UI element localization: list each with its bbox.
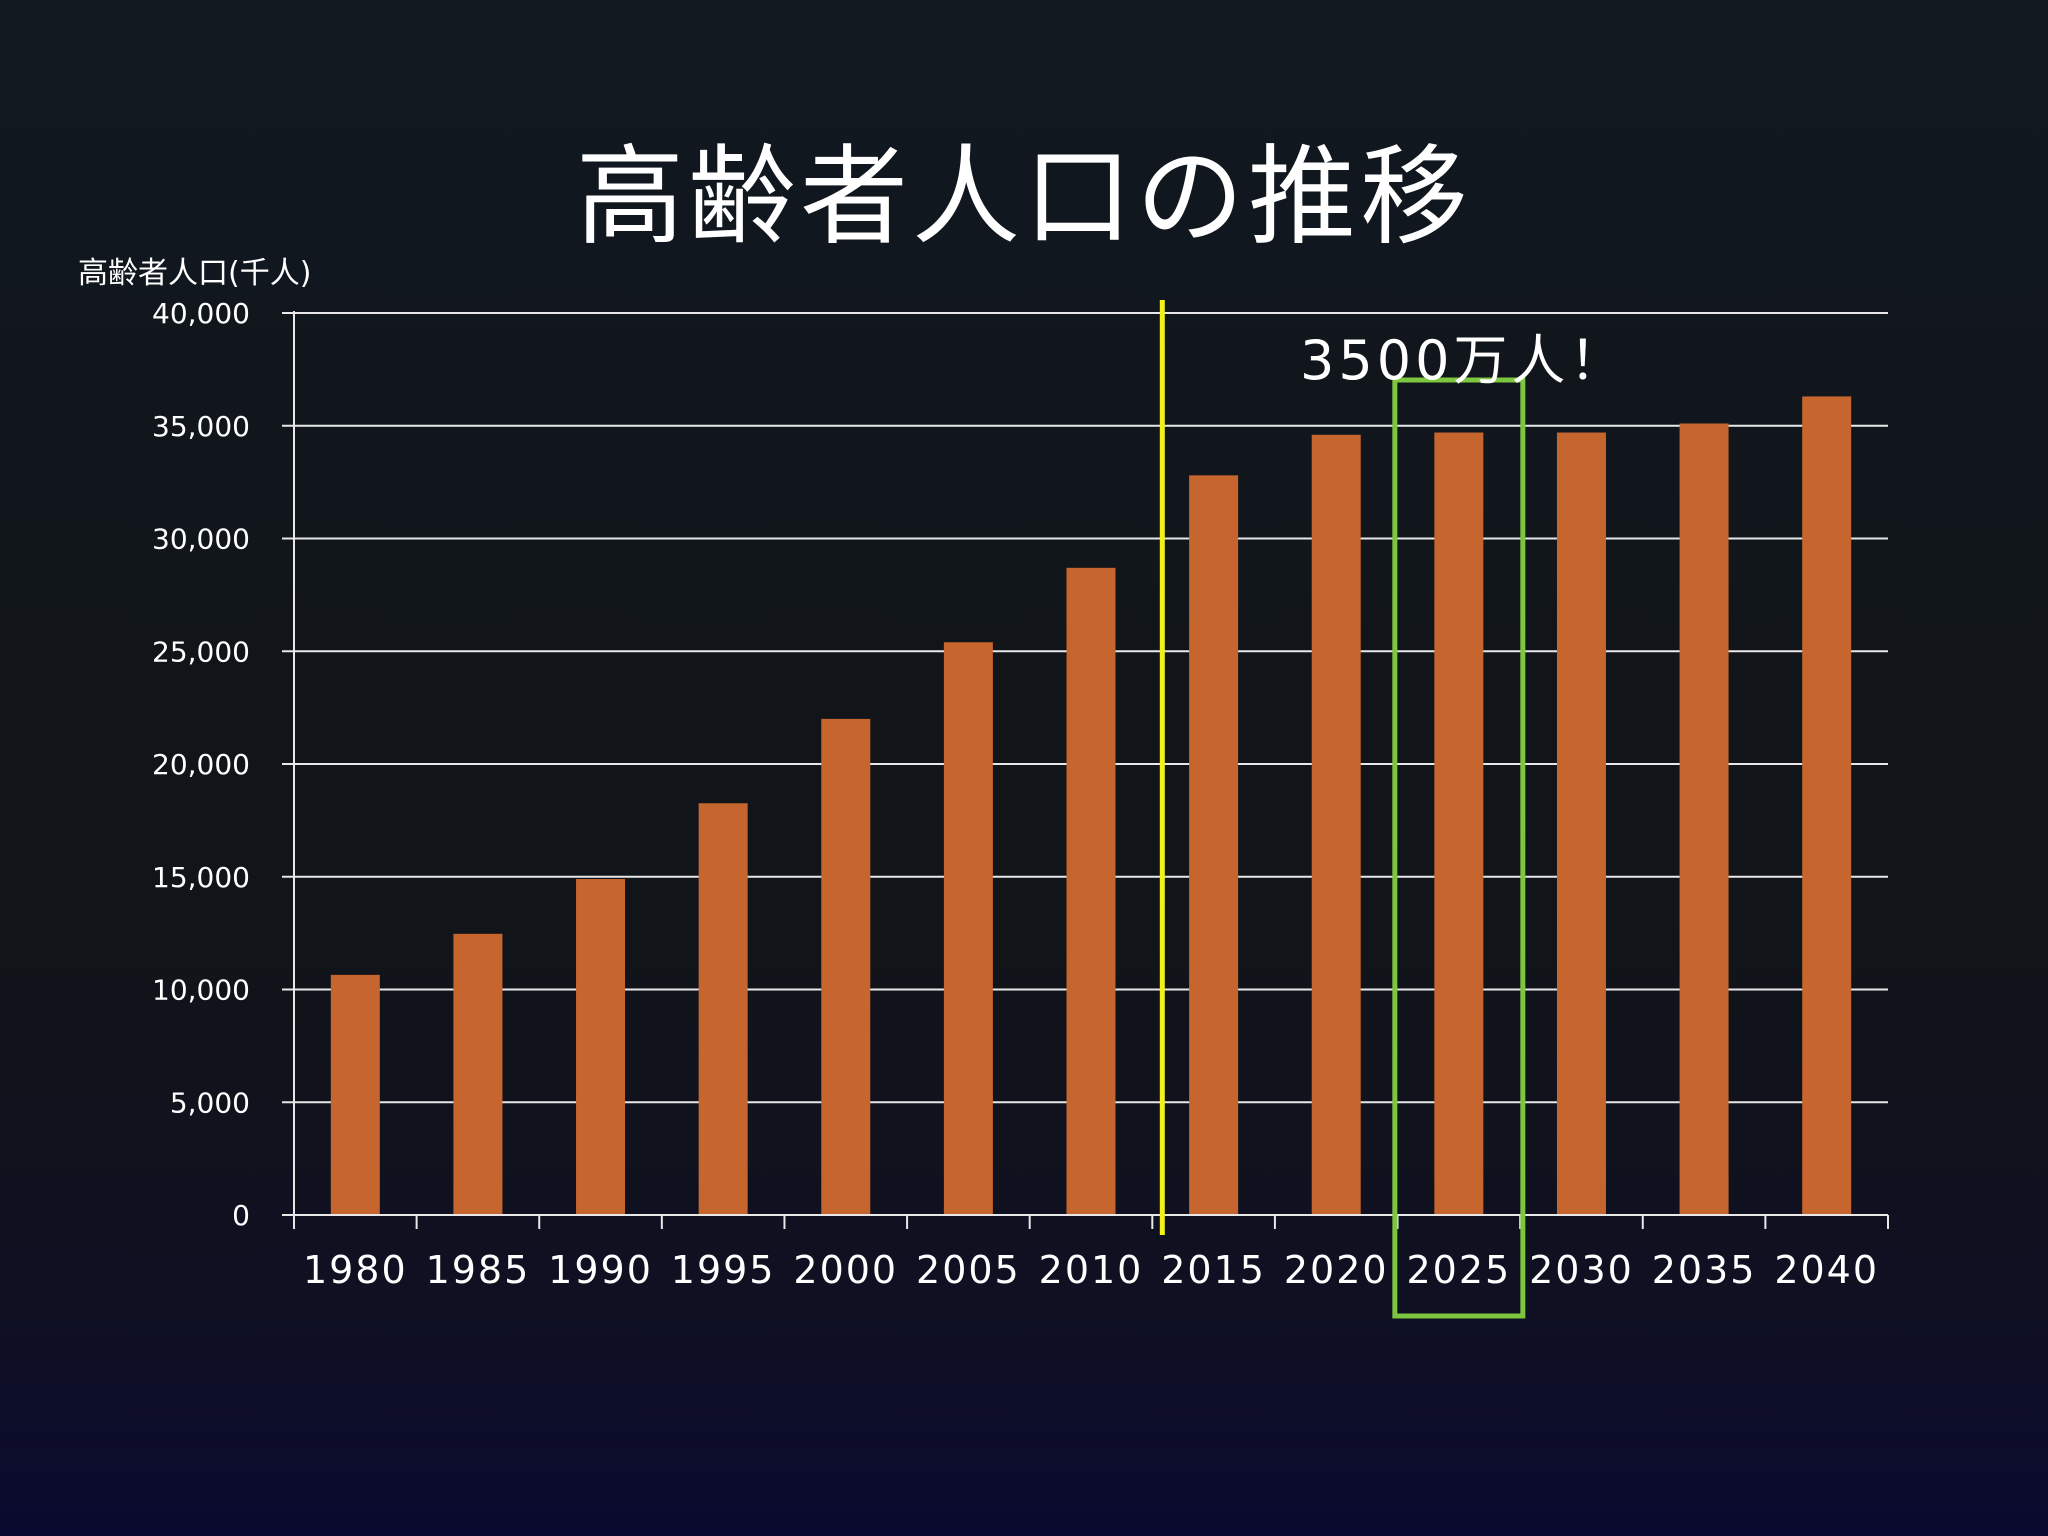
y-tick-label: 35,000 (152, 410, 250, 443)
x-tick-label: 2005 (916, 1248, 1021, 1292)
x-tick-label: 1985 (426, 1248, 531, 1292)
y-tick-label: 40,000 (152, 297, 250, 330)
y-tick-label: 5,000 (170, 1086, 250, 1119)
bar-2035 (1679, 423, 1729, 1215)
x-tick-label: 2000 (793, 1248, 898, 1292)
y-tick-labels: 0 5,000 10,000 15,000 20,000 25,000 30,000 35,0… (152, 297, 250, 1232)
y-tick-label: 20,000 (152, 748, 250, 781)
bar-2005 (943, 642, 993, 1215)
x-tick-label: 2035 (1652, 1248, 1757, 1292)
bar-1995 (698, 803, 748, 1215)
axes (282, 311, 1889, 1229)
bar-2000 (821, 718, 871, 1215)
x-tick-label: 2010 (1039, 1248, 1144, 1292)
bar-2040 (1802, 396, 1852, 1215)
x-tick-label: 1990 (548, 1248, 653, 1292)
x-tick-label: 2030 (1529, 1248, 1634, 1292)
overlays (1159, 300, 1526, 1319)
bar-1990 (576, 879, 626, 1215)
highlight-box (1392, 377, 1526, 1319)
y-tick-label: 15,000 (152, 861, 250, 894)
y-tick-label: 25,000 (152, 635, 250, 668)
bar-2015 (1189, 475, 1239, 1215)
x-tick-labels: 1980 1985 1990 1995 2000 2005 2010 2015 2020 2025… (303, 1248, 1879, 1292)
bar-2020 (1311, 434, 1361, 1215)
y-tick-label: 0 (232, 1199, 250, 1232)
x-tick-label: 2020 (1284, 1248, 1389, 1292)
y-tick-label: 30,000 (152, 523, 250, 556)
x-tick-label: 2025 (1406, 1248, 1511, 1292)
y-tick-label: 10,000 (152, 974, 250, 1007)
bar-2010 (1066, 567, 1116, 1215)
highlight-callout: 3500万人！ (1300, 329, 1628, 392)
x-tick-label: 1995 (671, 1248, 776, 1292)
bars (330, 396, 1852, 1215)
bar-1985 (453, 933, 503, 1215)
x-tick-label: 2015 (1161, 1248, 1266, 1292)
bar-2025 (1434, 432, 1484, 1215)
x-tick-label: 2040 (1774, 1248, 1879, 1292)
bar-2030 (1556, 432, 1606, 1215)
x-tick-label: 1980 (303, 1248, 408, 1292)
slide-title: 高齢者人口の推移 (575, 135, 1472, 260)
y-axis-label: 高齢者人口(千人) (78, 256, 312, 291)
bar-1980 (330, 974, 380, 1215)
